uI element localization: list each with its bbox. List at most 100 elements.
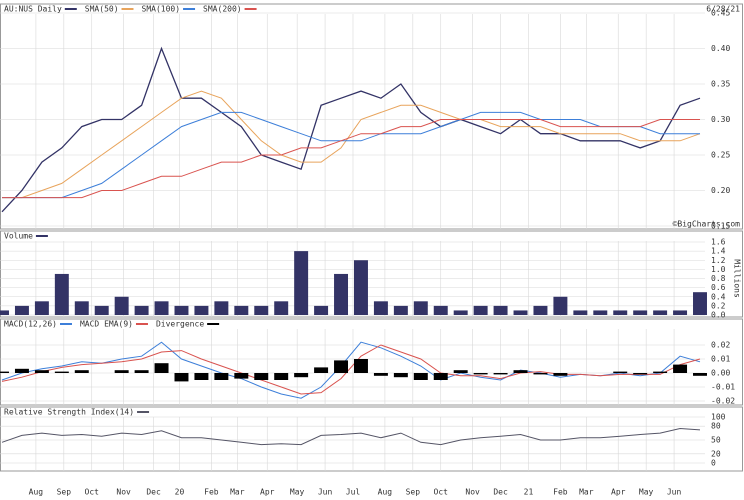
x-tick-label: Oct [85,488,100,497]
legend-label: AU:NUS Daily [4,5,62,14]
bar [134,370,149,373]
y-tick-label: 0.35 [711,80,730,89]
bar [74,370,89,373]
bar [553,373,568,376]
bar [653,371,668,373]
y-tick-label: 0.02 [711,341,730,350]
series-line [2,119,700,199]
x-tick-label: Sep [406,488,421,497]
bar [94,305,109,315]
y-tick-label: 0.20 [711,186,730,195]
legend-label: Relative Strength Index(14) [4,408,134,417]
x-tick-label: Apr [611,488,626,497]
x-tick-label: May [639,488,654,497]
legend-label: SMA(100) [142,5,181,14]
y-tick-label: 1.2 [711,256,726,265]
bar [413,373,428,380]
y-tick-label: 0.2 [711,301,726,310]
legend-label: Divergence [156,320,204,329]
x-tick-label: Mar [579,488,594,497]
bar [493,305,508,315]
x-tick-label: 20 [175,488,185,497]
bar [533,305,548,315]
y-tick-label: 0.8 [711,274,726,283]
y-tick-label: 0.40 [711,44,730,53]
credit: ©BigCharts.com [673,220,741,229]
y-tick-label: 0.00 [711,369,730,378]
x-tick-label: 21 [524,488,534,497]
bar [513,370,528,373]
bar [14,305,29,315]
y-tick-label: 0.25 [711,151,730,160]
bar [593,310,608,315]
x-tick-label: May [290,488,305,497]
series-line [2,90,701,199]
bar [34,301,49,315]
series-line [1,344,701,395]
bar [353,359,368,373]
bar [34,370,49,373]
bar [114,370,129,373]
bar [114,296,129,315]
bar [633,310,648,315]
bar [673,310,688,315]
y-tick-label: -0.02 [711,397,735,406]
x-tick-label: Feb [204,488,219,497]
bar [453,310,468,315]
bar [174,373,189,382]
x-tick-label: Dec [493,488,508,497]
bar [633,373,648,375]
bar [54,371,69,373]
series-line [2,111,700,199]
bar [513,310,528,315]
bar [0,371,9,373]
y-tick-label: 0.01 [711,355,730,364]
bar [334,273,349,315]
bar [314,305,329,315]
bar [413,301,428,315]
y-tick-label: 1.4 [711,247,726,256]
y-tick-label: 0.0 [711,311,726,320]
x-tick-label: Oct [434,488,449,497]
series-line [1,341,701,399]
bar [294,373,309,378]
bar [453,370,468,373]
y-axis-label: Millions [733,259,742,298]
bar [373,301,388,315]
legend-label: SMA(50) [85,5,119,14]
bar [194,305,209,315]
x-tick-label: Sep [57,488,72,497]
y-tick-label: 0.6 [711,283,726,292]
x-tick-label: Nov [465,488,480,497]
bar [393,305,408,315]
panel-frame [0,318,743,406]
bar [0,310,9,315]
bar [274,301,289,315]
bar [693,373,707,376]
bar [154,363,169,373]
x-tick-label: Jul [346,488,361,497]
x-tick-label: Mar [230,488,245,497]
y-tick-label: 0.4 [711,292,726,301]
legend-label: MACD(12,26) [4,320,57,329]
bar [234,373,249,379]
bar [174,305,189,315]
bar [353,260,368,315]
bar [254,373,269,380]
bar [294,251,309,315]
bar [573,310,588,315]
bar [274,373,289,380]
bar [214,373,229,380]
y-tick-label: 1.6 [711,238,726,247]
bar [613,371,628,373]
bar [693,292,707,315]
panel-frame [0,406,743,472]
legend-label: SMA(200) [203,5,242,14]
bar [234,305,249,315]
y-tick-label: 80 [711,422,721,431]
y-tick-label: 0.45 [711,9,730,18]
bar [334,360,349,373]
series-line [1,46,701,213]
bar [653,310,668,315]
y-tick-label: 20 [711,449,721,458]
